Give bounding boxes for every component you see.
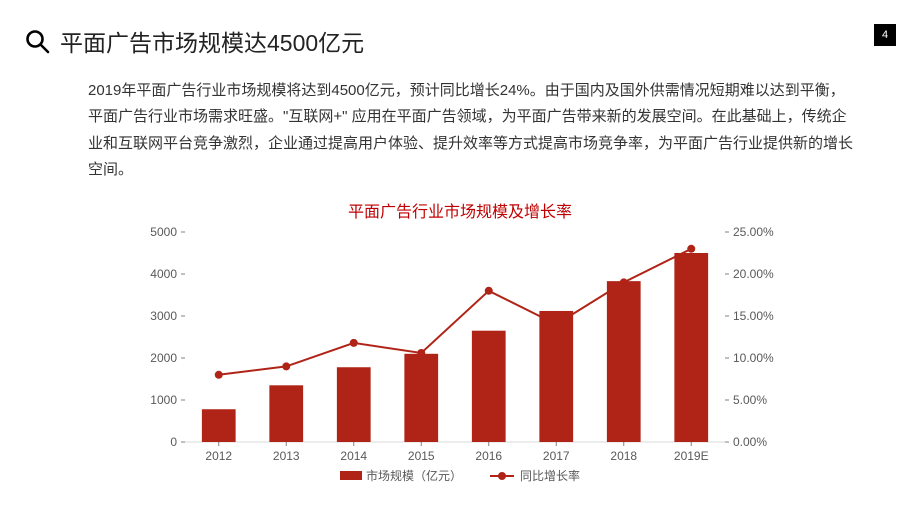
svg-text:3000: 3000 (150, 309, 177, 323)
svg-text:2019E: 2019E (674, 449, 709, 463)
svg-text:5000: 5000 (150, 225, 177, 239)
svg-text:2018: 2018 (610, 449, 637, 463)
svg-text:1000: 1000 (150, 393, 177, 407)
svg-text:市场规模（亿元）: 市场规模（亿元） (366, 468, 462, 483)
page-number-badge: 4 (874, 24, 896, 46)
chart-title: 平面广告行业市场规模及增长率 (0, 198, 920, 222)
svg-text:2013: 2013 (273, 449, 300, 463)
svg-text:同比增长率: 同比增长率 (520, 468, 580, 483)
chart-area: 0 1000 2000 3000 4000 5000 0.00% 5.00% 10.00% 15.… (130, 222, 790, 492)
svg-text:2014: 2014 (340, 449, 367, 463)
svg-text:2017: 2017 (543, 449, 570, 463)
svg-text:25.00%: 25.00% (733, 225, 774, 239)
svg-text:15.00%: 15.00% (733, 309, 774, 323)
combo-chart: 0 1000 2000 3000 4000 5000 0.00% 5.00% 10.00% 15.… (130, 222, 790, 492)
svg-text:2015: 2015 (408, 449, 435, 463)
magnifier-icon (24, 28, 50, 54)
svg-text:2016: 2016 (475, 449, 502, 463)
slide-header: 平面广告市场规模达4500亿元 (24, 24, 364, 58)
page-number: 4 (882, 29, 888, 41)
slide-title: 平面广告市场规模达4500亿元 (60, 24, 364, 58)
svg-text:2000: 2000 (150, 351, 177, 365)
svg-text:0: 0 (170, 435, 177, 449)
body-paragraph: 2019年平面广告行业市场规模将达到4500亿元，预计同比增长24%。由于国内及… (88, 78, 858, 183)
svg-text:10.00%: 10.00% (733, 351, 774, 365)
svg-text:4000: 4000 (150, 267, 177, 281)
svg-text:0.00%: 0.00% (733, 435, 767, 449)
svg-text:2012: 2012 (205, 449, 232, 463)
svg-text:5.00%: 5.00% (733, 393, 767, 407)
svg-text:20.00%: 20.00% (733, 267, 774, 281)
